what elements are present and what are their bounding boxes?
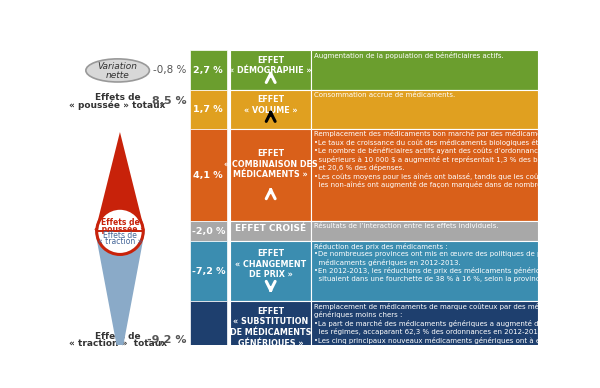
Text: Remplacement de médicaments de marque coûteux par des médicaments
génériques moi: Remplacement de médicaments de marque co…	[314, 303, 576, 352]
Bar	[190, 129, 227, 221]
Text: nette: nette	[106, 71, 130, 80]
Text: Consommation accrue de médicaments.: Consommation accrue de médicaments.	[314, 92, 456, 98]
Text: « poussée »: « poussée »	[94, 224, 146, 234]
Bar	[230, 301, 311, 369]
Text: Remplacement des médicaments bon marché par des médicaments plus chers :
•Le tau: Remplacement des médicaments bon marché …	[314, 130, 596, 189]
Text: EFFET
« DÉMOGRAPHIE »: EFFET « DÉMOGRAPHIE »	[229, 56, 312, 75]
Bar	[230, 221, 311, 241]
Text: Effets de: Effets de	[95, 93, 140, 102]
Text: « traction »  totaux: « traction » totaux	[68, 340, 167, 348]
Bar	[230, 50, 311, 90]
Bar	[230, 90, 311, 129]
Text: Effets de: Effets de	[103, 231, 137, 240]
Text: -7,2 %: -7,2 %	[191, 267, 225, 276]
Text: 1,7 %: 1,7 %	[193, 105, 223, 114]
Text: Effets de: Effets de	[95, 332, 140, 341]
Text: 8,5 %: 8,5 %	[152, 96, 187, 106]
Polygon shape	[95, 132, 145, 231]
Bar	[311, 241, 538, 301]
Bar	[311, 90, 538, 129]
Text: Variation: Variation	[98, 62, 137, 71]
Bar	[190, 90, 227, 129]
Text: -9,2 %: -9,2 %	[147, 335, 187, 345]
Bar	[311, 301, 538, 369]
Text: EFFET
« VOLUME »: EFFET « VOLUME »	[244, 95, 298, 115]
Bar	[190, 50, 227, 90]
Bar	[230, 129, 311, 221]
Bar	[311, 221, 538, 241]
Text: EFFET CROISÉ: EFFET CROISÉ	[235, 224, 306, 234]
Text: 4,1 %: 4,1 %	[193, 171, 223, 180]
Text: EFFET
« COMBINAISON DES
MÉDICAMENTS »: EFFET « COMBINAISON DES MÉDICAMENTS »	[224, 149, 317, 179]
Circle shape	[97, 208, 143, 255]
Text: « poussée » totaux: « poussée » totaux	[70, 100, 166, 109]
Text: -2,0 %: -2,0 %	[191, 227, 225, 236]
Text: Effets de: Effets de	[101, 218, 139, 227]
Text: EFFET
« CHANGEMENT
DE PRIX »: EFFET « CHANGEMENT DE PRIX »	[235, 249, 307, 279]
Text: -0,8 %: -0,8 %	[153, 66, 187, 75]
Bar	[190, 301, 227, 369]
Text: Réduction des prix des médicaments :
•De nombreuses provinces ont mis en œuvre d: Réduction des prix des médicaments : •De…	[314, 243, 565, 282]
Polygon shape	[95, 231, 145, 363]
Bar	[230, 241, 311, 301]
Ellipse shape	[86, 59, 149, 82]
Bar	[311, 50, 538, 90]
Bar	[311, 129, 538, 221]
Text: Résultats de l’interaction entre les effets individuels.: Résultats de l’interaction entre les eff…	[314, 223, 499, 229]
Text: 2,7 %: 2,7 %	[193, 66, 223, 75]
Bar	[190, 221, 227, 241]
Text: Augmentation de la population de bénéficiaires actifs.: Augmentation de la population de bénéfic…	[314, 52, 504, 59]
Text: EFFET
« SUBSTITUTION
DE MÉDICAMENTS
GÉNÉRIQUES »: EFFET « SUBSTITUTION DE MÉDICAMENTS GÉNÉ…	[230, 307, 311, 348]
Bar	[190, 241, 227, 301]
Text: « traction »: « traction »	[98, 237, 142, 246]
